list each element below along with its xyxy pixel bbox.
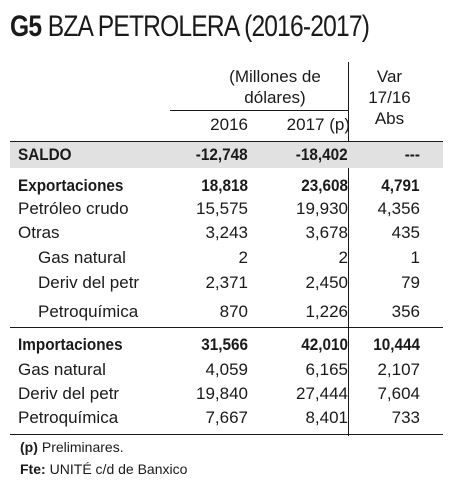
value-2017: 8,401 [305, 408, 348, 427]
value-2016: 7,667 [205, 408, 248, 427]
row-label: SALDO [18, 145, 72, 164]
value-2016: 870 [219, 302, 248, 321]
table-row: Deriv del petr 2,371 2,450 79 [0, 271, 453, 295]
row-label: Gas natural [18, 360, 106, 379]
value-2016: 18,818 [201, 176, 248, 195]
header-bottom-rule [10, 141, 443, 142]
header-group-label: (Millones de dólares) [200, 66, 350, 108]
header-group-line2: dólares) [244, 88, 306, 107]
value-2017: 3,678 [305, 223, 348, 242]
value-var: 10,444 [373, 335, 420, 354]
title-text: BZA PETROLERA (2016-2017) [47, 10, 370, 43]
header-var-line2: 17/16 [368, 88, 411, 107]
value-2016: 2 [238, 248, 248, 267]
table-row: Exportaciones 18,818 23,608 4,791 [0, 174, 453, 198]
footnote-text: Preliminares. [41, 439, 124, 455]
value-var: 1 [410, 248, 420, 267]
header-2017: 2017 (p) [286, 115, 350, 134]
row-label: Petróleo crudo [18, 199, 129, 218]
value-2017: 1,226 [305, 302, 348, 321]
value-2017: 42,010 [301, 335, 348, 354]
var-column-divider [348, 62, 349, 436]
header-2016: 2016 [210, 115, 248, 134]
source-text: UNITÉ c/d de Banxico [49, 461, 188, 477]
value-2017: -18,402 [296, 145, 348, 164]
footnote-marker: (p) [20, 439, 38, 455]
source-marker: Fte: [20, 461, 46, 477]
table-row: Petroquímica 870 1,226 356 [0, 300, 453, 324]
value-var: 435 [391, 223, 420, 242]
value-2017: 19,930 [296, 199, 348, 218]
header-group-rule [170, 110, 348, 111]
table-title: G5 BZA PETROLERA (2016-2017) [10, 10, 370, 44]
footnote-preliminary: (p) Preliminares. [20, 439, 124, 455]
row-label: Exportaciones [18, 176, 124, 195]
value-2017: 6,165 [305, 360, 348, 379]
value-2016: 31,566 [201, 335, 248, 354]
value-var: 356 [391, 302, 420, 321]
row-label: Petroquímica [38, 302, 139, 321]
value-2016: 2,371 [205, 273, 248, 292]
row-label: Importaciones [18, 335, 123, 354]
header-var-line3: Abs [374, 109, 405, 128]
title-code: G5 [10, 10, 42, 43]
row-label: Deriv del petr [18, 384, 120, 403]
table-row: Gas natural 4,059 6,165 2,107 [0, 358, 453, 382]
row-label: Gas natural [38, 248, 126, 267]
value-2017: 2,450 [305, 273, 348, 292]
table-row: Importaciones 31,566 42,010 10,444 [0, 333, 453, 357]
row-label: Deriv del petr [38, 273, 140, 292]
value-var: --- [404, 145, 420, 164]
value-2016: 15,575 [196, 199, 248, 218]
value-var: 79 [401, 273, 420, 292]
value-var: 4,791 [381, 176, 420, 195]
table-row: Otras 3,243 3,678 435 [0, 221, 453, 245]
value-2017: 2 [338, 248, 348, 267]
saldo-shade [10, 142, 443, 168]
value-2017: 27,444 [296, 384, 348, 403]
table-row: Petroquímica 7,667 8,401 733 [0, 406, 453, 430]
table-row: SALDO -12,748 -18,402 --- [0, 143, 453, 167]
value-2016: 3,243 [205, 223, 248, 242]
table-row: Gas natural 2 2 1 [0, 246, 453, 270]
value-var: 7,604 [377, 384, 420, 403]
header-group-line1: (Millones de [229, 67, 321, 86]
header-var: Var 17/16 Abs [352, 66, 427, 129]
section-divider [10, 327, 443, 328]
table-row: Petróleo crudo 15,575 19,930 4,356 [0, 197, 453, 221]
header-var-line1: Var [376, 67, 403, 86]
value-var: 733 [391, 408, 420, 427]
row-label: Otras [18, 223, 60, 242]
value-2016: 4,059 [205, 360, 248, 379]
value-2016: 19,840 [196, 384, 248, 403]
table-bottom-rule [10, 434, 443, 435]
row-label: Petroquímica [18, 408, 119, 427]
table-row: Deriv del petr 19,840 27,444 7,604 [0, 382, 453, 406]
value-2017: 23,608 [301, 176, 348, 195]
footnote-source: Fte: UNITÉ c/d de Banxico [20, 461, 187, 477]
value-2016: -12,748 [196, 145, 248, 164]
value-var: 2,107 [377, 360, 420, 379]
value-var: 4,356 [377, 199, 420, 218]
